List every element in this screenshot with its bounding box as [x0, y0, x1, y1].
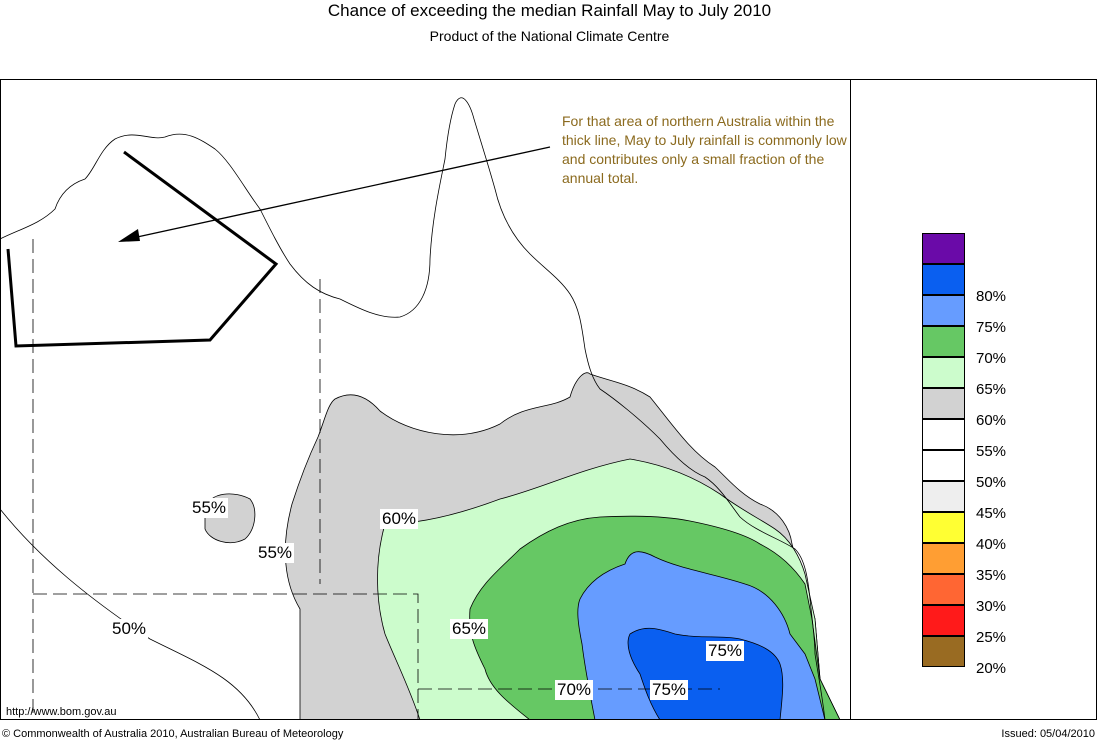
legend-swatch: [922, 543, 965, 574]
legend-label: 80%: [976, 288, 1007, 305]
legend-label: 30%: [976, 598, 1007, 615]
map-frame: [0, 79, 1097, 720]
contour-label-50: 50%: [110, 619, 149, 639]
legend-swatch: [922, 326, 965, 357]
legend-label: 35%: [976, 567, 1007, 584]
legend-label: 75%: [976, 319, 1007, 336]
legend-swatch: [922, 605, 965, 636]
legend-divider: [850, 79, 851, 720]
note-arrow-head: [118, 229, 140, 242]
contour-label-70: 70%: [555, 680, 594, 700]
footer-issued: Issued: 05/04/2010: [1001, 728, 1095, 740]
legend-swatch: [922, 264, 965, 295]
legend-swatch: [922, 481, 965, 512]
contour-label-65: 65%: [450, 619, 489, 639]
contour-label-60: 60%: [380, 509, 419, 529]
legend-label: 20%: [976, 660, 1007, 677]
legend-label: 70%: [976, 350, 1007, 367]
footer-url[interactable]: http://www.bom.gov.au: [6, 706, 117, 718]
legend-label: 65%: [976, 381, 1007, 398]
legend-label: 55%: [976, 443, 1007, 460]
map-subtitle: Product of the National Climate Centre: [429, 28, 670, 44]
footer-copyright: © Commonwealth of Australia 2010, Austra…: [2, 728, 344, 740]
annotation-note: For that area of northern Australia with…: [562, 113, 847, 186]
legend-swatch: [922, 419, 965, 450]
legend-swatch: [922, 512, 965, 543]
legend-swatch: [922, 388, 965, 419]
legend-swatch: [922, 233, 965, 264]
contour-label-55: 55%: [256, 543, 295, 563]
legend-label: 40%: [976, 536, 1007, 553]
legend-swatch: [922, 574, 965, 605]
contour-label-75-bottom: 75%: [650, 680, 689, 700]
coastline: [0, 97, 826, 720]
legend-swatch: [922, 636, 965, 667]
map-title: Chance of exceeding the median Rainfall …: [327, 1, 772, 20]
legend-swatch: [922, 295, 965, 326]
legend-label: 45%: [976, 505, 1007, 522]
contour-label-75-top: 75%: [706, 641, 745, 661]
legend-swatch: [922, 357, 965, 388]
legend-label: 25%: [976, 629, 1007, 646]
legend-swatch: [922, 450, 965, 481]
thick-boundary: [6, 150, 279, 348]
note-arrow-line: [127, 146, 551, 240]
legend-label: 60%: [976, 412, 1007, 429]
contour-label-55-island: 55%: [190, 498, 229, 518]
state-border: [32, 239, 720, 720]
legend-label: 50%: [976, 474, 1007, 491]
contour-line-50: [0, 508, 261, 720]
